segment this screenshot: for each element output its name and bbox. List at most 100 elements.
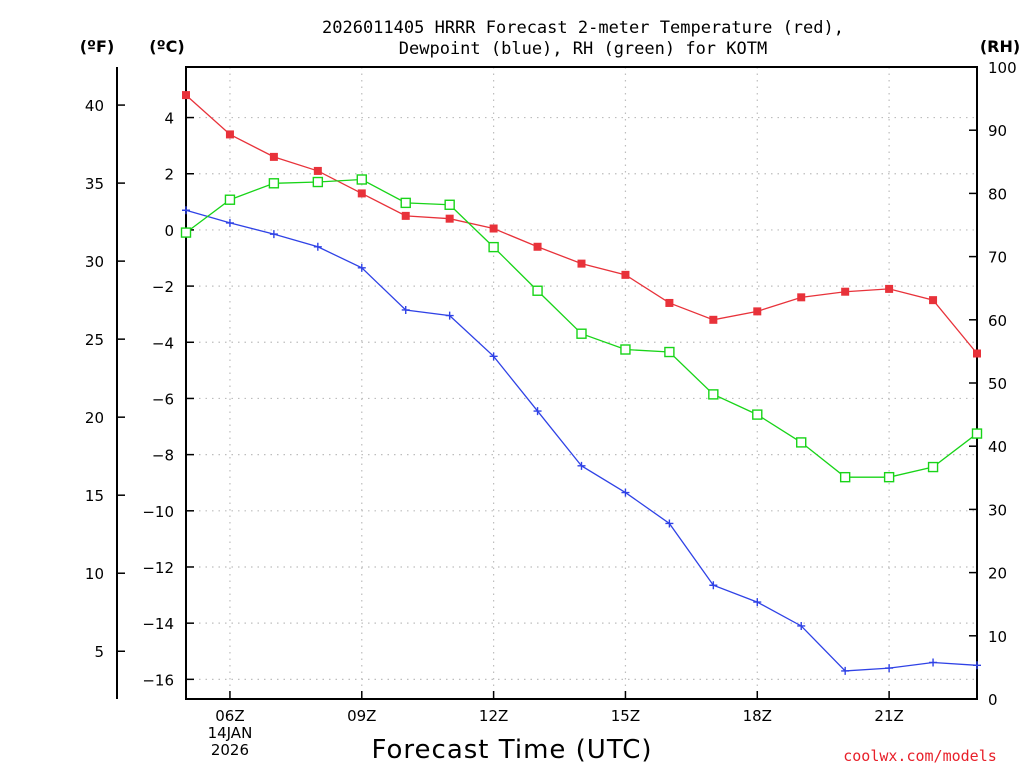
data-point-marker	[709, 581, 718, 590]
data-point-marker	[709, 315, 718, 324]
data-point-marker	[532, 285, 543, 296]
series-line	[185, 94, 978, 354]
data-point-marker	[665, 519, 674, 528]
celsius-tick-label: 2	[164, 166, 174, 184]
celsius-tick-label: −12	[142, 559, 174, 577]
series-line	[185, 209, 978, 672]
x-tick-label: 15Z	[611, 707, 640, 725]
data-point-marker	[621, 488, 630, 497]
series-rh	[180, 174, 983, 483]
data-point-marker	[489, 352, 498, 361]
plot-frame	[185, 66, 978, 700]
data-point-marker	[929, 296, 938, 305]
celsius-tick-label: −14	[142, 615, 174, 633]
data-point-marker	[620, 344, 631, 355]
data-point-marker	[752, 409, 763, 420]
fahrenheit-tick-label: 15	[85, 487, 104, 505]
fahrenheit-axis: 40 35 30 25 20 15 10 5	[85, 97, 125, 661]
fahrenheit-tick-label: 10	[85, 565, 104, 583]
data-point-marker	[885, 284, 894, 293]
data-point-marker	[180, 227, 192, 238]
series-line	[185, 178, 978, 478]
series-layer	[180, 91, 983, 675]
celsius-tick-label: 4	[164, 110, 174, 128]
grid	[186, 67, 977, 699]
celsius-tick-label: −10	[142, 503, 174, 521]
data-point-marker	[356, 174, 367, 185]
series-dewpoint	[182, 206, 981, 675]
data-point-marker	[269, 230, 278, 239]
data-point-marker	[357, 263, 366, 272]
rh-tick-label: 20	[988, 565, 1007, 583]
data-point-marker	[444, 199, 455, 210]
rh-tick-label: 70	[988, 249, 1007, 267]
data-point-marker	[269, 152, 278, 161]
chart-title-line2: Dewpoint (blue), RH (green) for KOTM	[399, 39, 767, 59]
data-point-marker	[841, 287, 850, 296]
data-point-marker	[489, 224, 498, 233]
chart-title-line1: 2026011405 HRRR Forecast 2-meter Tempera…	[322, 18, 844, 38]
data-point-marker	[312, 176, 324, 188]
data-point-marker	[885, 664, 894, 673]
unit-celsius-label: (ºC)	[149, 37, 184, 56]
fahrenheit-tick-label: 35	[85, 175, 104, 193]
data-point-marker	[313, 242, 322, 251]
data-point-marker	[973, 349, 981, 358]
celsius-tick-label: −4	[152, 334, 174, 352]
data-point-marker	[225, 218, 234, 227]
data-point-marker	[400, 197, 411, 209]
data-point-marker	[577, 259, 586, 268]
data-point-marker	[182, 206, 190, 215]
rh-tick-label: 90	[988, 122, 1007, 140]
unit-fahrenheit-label: (ºF)	[80, 37, 115, 56]
data-point-marker	[797, 621, 806, 630]
data-point-marker	[533, 407, 542, 416]
rh-tick-label: 50	[988, 375, 1007, 393]
fahrenheit-tick-label: 5	[94, 643, 104, 661]
fahrenheit-tick-label: 30	[85, 253, 104, 271]
data-point-marker	[929, 658, 938, 667]
unit-rh-label: (RH)	[980, 37, 1020, 56]
x-tick-label: 06Z	[215, 707, 244, 725]
data-point-marker	[708, 389, 719, 400]
rh-tick-label: 0	[988, 691, 998, 709]
data-point-marker	[621, 270, 630, 279]
rh-tick-label: 30	[988, 501, 1007, 519]
data-point-marker	[753, 598, 762, 607]
rh-tick-label: 40	[988, 438, 1007, 456]
data-point-marker	[796, 437, 807, 448]
celsius-tick-label: 0	[164, 222, 174, 240]
x-axis-label: Forecast Time (UTC)	[371, 735, 652, 765]
x-tick-label: 21Z	[874, 707, 903, 725]
data-point-marker	[971, 428, 983, 439]
data-point-marker	[797, 293, 806, 302]
data-point-marker	[488, 241, 499, 253]
data-point-marker	[313, 166, 322, 175]
data-point-marker	[401, 305, 410, 314]
x-tick-label: 14JAN	[208, 724, 253, 742]
data-point-marker	[927, 461, 939, 473]
credit-text: coolwx.com/models	[843, 747, 997, 765]
data-point-marker	[533, 242, 542, 251]
data-point-marker	[445, 214, 454, 223]
data-point-marker	[445, 311, 454, 320]
series-temperature	[182, 91, 981, 358]
rh-tick-label: 10	[988, 628, 1007, 646]
celsius-axis: 4 2 0 −2 −4 −6 −8 −10 −12 −14 −16	[142, 110, 194, 689]
data-point-marker	[753, 307, 762, 316]
data-point-marker	[268, 178, 280, 189]
data-point-marker	[664, 346, 675, 358]
data-point-marker	[577, 461, 586, 470]
rh-tick-label: 100	[988, 59, 1017, 77]
celsius-tick-label: −6	[152, 390, 174, 408]
x-tick-label: 18Z	[743, 707, 772, 725]
celsius-tick-label: −8	[152, 447, 174, 465]
x-tick-label: 12Z	[479, 707, 508, 725]
data-point-marker	[841, 666, 850, 675]
rh-tick-label: 60	[988, 312, 1007, 330]
data-point-marker	[225, 130, 234, 139]
x-tick-label: 09Z	[347, 707, 376, 725]
